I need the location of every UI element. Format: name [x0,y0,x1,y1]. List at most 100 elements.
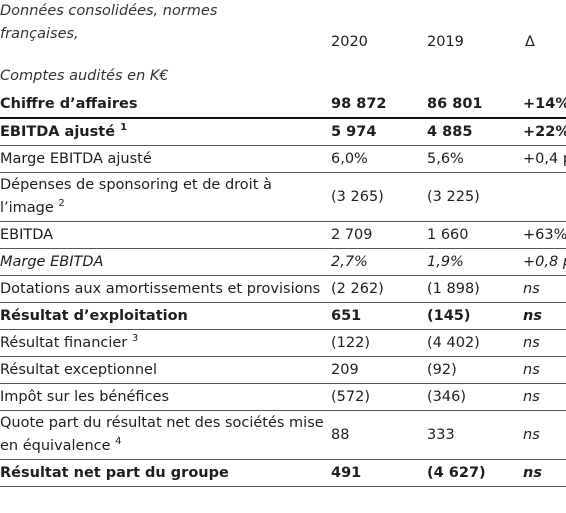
cell-value: (145) [427,305,523,328]
table: Chiffre d’affaires 98 872 86 801 +14% EBITDA… [0,92,566,487]
cell-value: 5,6% [427,148,523,171]
cell-value: 651 [331,305,427,328]
cell-text: (4 402) [427,334,480,351]
cell-value: ns [523,386,540,409]
table-row: Dépenses de sponsoring et de droit à l’i… [0,173,566,222]
cell-value: +0,8 p [523,251,566,274]
cell-text: ns [523,388,540,405]
cell-text: ns [523,307,542,324]
cell-value: 2 709 [331,224,427,247]
cell-text: (572) [331,388,370,405]
footnote-ref: 4 [115,436,122,448]
cell-text: (4 627) [427,464,486,481]
cell-text: (92) [427,361,457,378]
cell-text: 491 [331,464,362,481]
row-label: Résultat exceptionnel [0,359,331,382]
row-label: Résultat d’exploitation [0,305,331,328]
cell-value: ns [523,278,540,301]
cell-text: 6,0% [331,150,368,167]
cell-text: Marge EBITDA ajusté [0,150,152,167]
cell-text: 333 [427,426,455,443]
cell-value: (1 898) [427,278,523,301]
cell-value: 4 885 [427,121,523,144]
cell-value: ns [523,462,542,485]
cell-value: (122) [331,332,427,355]
cell-text: EBITDA ajusté [0,123,116,140]
table-row: Résultat financier 3 (122) (4 402) ns [0,330,566,357]
row-label: EBITDA [0,224,331,247]
header-title: Données consolidées, normes françaises, [0,3,218,42]
table-row: Résultat d’exploitation 651 (145) ns [0,303,566,330]
cell-value: 5 974 [331,121,427,144]
cell-value: (346) [427,386,523,409]
cell-text: +0,8 p [523,253,566,270]
cell-value: +0,4 p [523,148,566,171]
cell-value: 209 [331,359,427,382]
cell-text: Résultat net part du groupe [0,464,229,481]
cell-text: 209 [331,361,359,378]
cell-text: 4 885 [427,123,473,140]
cell-text: +14% [523,96,566,112]
cell-text: 2,7% [331,253,368,270]
cell-value: 6,0% [331,148,427,171]
cell-text: (1 898) [427,280,480,297]
row-label: EBITDA ajusté 1 [0,121,331,144]
row-label: Dotations aux amortissements et provisio… [0,278,331,301]
cell-text: ns [523,426,540,443]
table-row: Marge EBITDA 2,7% 1,9% +0,8 p [0,249,566,276]
column-header: 2019 [427,34,464,50]
cell-value: ns [523,332,540,355]
cell-value: +63% [523,224,566,247]
cell-text: 88 [331,426,350,443]
cell-value: 1,9% [427,251,523,274]
cell-text: 98 872 [331,96,387,112]
table-row: Impôt sur les bénéfices (572) (346) ns [0,384,566,411]
cell-text: Quote part du résultat net des sociétés … [0,415,324,454]
cell-text: +0,4 p [523,150,566,167]
cell-value: 98 872 [331,93,427,116]
cell-value: 491 [331,462,427,485]
row-label: Résultat financier 3 [0,332,331,355]
cell-text: Impôt sur les bénéfices [0,388,170,405]
cell-text: Chiffre d’affaires [0,96,138,112]
cell-value: 86 801 [427,93,523,116]
cell-text: 86 801 [427,96,483,112]
table-row: Chiffre d’affaires 98 872 86 801 +14% [0,92,566,119]
cell-text: Marge EBITDA [0,253,104,270]
cell-text: Dotations aux amortissements et provisio… [0,280,321,297]
cell-text: (122) [331,334,370,351]
cell-text: Résultat financier [0,334,128,351]
cell-value: 88 [331,424,427,447]
cell-text: 651 [331,307,362,324]
footnote-ref: 3 [131,332,139,344]
table-row: Résultat net part du groupe 491 (4 627) ns [0,460,566,487]
cell-value: (572) [331,386,427,409]
cell-value: (92) [427,359,523,382]
cell-value: 333 [427,424,523,447]
cell-value: +22% [523,121,566,144]
cell-value: (4 402) [427,332,523,355]
cell-value: (3 265) [331,186,427,209]
cell-text: (3 225) [427,188,480,205]
table-row: Marge EBITDA ajusté 6,0% 5,6% +0,4 p [0,146,566,173]
cell-text: ns [523,361,540,378]
cell-value: 1 660 [427,224,523,247]
cell-text: ns [523,280,540,297]
row-label: Dépenses de sponsoring et de droit à l’i… [0,174,331,220]
cell-text: Dépenses de sponsoring et de droit à l’i… [0,177,272,216]
cell-text: +63% [523,226,566,243]
cell-text: +22% [523,123,566,140]
cell-text: 2 709 [331,226,373,243]
row-label: Résultat net part du groupe [0,462,331,485]
cell-text: (346) [427,388,466,405]
cell-text: Résultat d’exploitation [0,307,188,324]
cell-value: (3 225) [427,186,523,209]
cell-text: 5,6% [427,150,464,167]
header: Données consolidées, normes françaises, … [0,0,566,92]
header-subtitle: Comptes audités en K€ [0,68,169,84]
row-label: Marge EBITDA [0,251,331,274]
cell-value: (4 627) [427,462,523,485]
row-label: Marge EBITDA ajusté [0,148,331,171]
cell-text: (2 262) [331,280,384,297]
